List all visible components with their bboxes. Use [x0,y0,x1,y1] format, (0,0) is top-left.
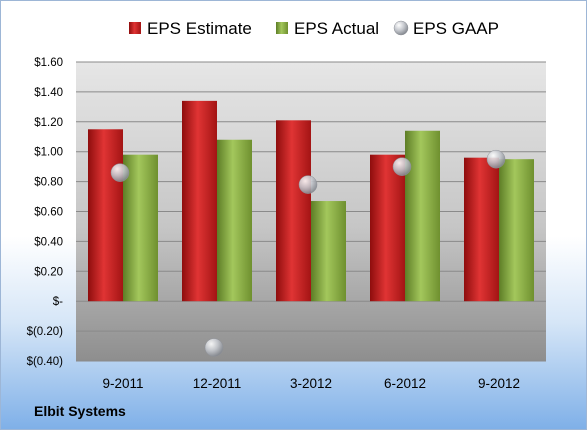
eps-gaap-point [110,163,130,182]
y-tick-label: $0.20 [34,266,63,278]
x-category-label: 9-2012 [478,376,520,391]
eps-gaap-point [392,157,412,176]
bars [88,100,534,302]
eps-gaap-point [298,175,318,194]
y-tick-label: $0.80 [34,177,63,189]
y-tick-label: $1.60 [34,57,63,69]
x-axis: 9-2011 12-2011 3-2012 6-2012 9-2012 [102,376,520,391]
eps-gaap-point [486,149,506,169]
legend-gaap-swatch [393,20,409,36]
x-category-label: 6-2012 [384,376,426,391]
eps-estimate-bar [464,157,499,302]
eps-actual-bar [405,130,440,302]
company-name: Elbit Systems [34,403,126,419]
y-tick-label: $0.40 [34,236,63,248]
legend-estimate-swatch [129,22,141,34]
y-tick-label: $1.40 [34,87,63,99]
legend-label: EPS Estimate [147,19,252,38]
y-tick-label: $(0.40) [27,356,64,368]
eps-estimate-bar [370,154,405,302]
eps-actual-bar [311,201,346,302]
x-category-label: 3-2012 [290,376,332,391]
eps-estimate-bar [276,120,311,302]
gaap-points [110,149,506,357]
y-tick-label: $1.20 [34,117,63,129]
x-category-label: 9-2011 [102,376,143,391]
eps-estimate-bar [88,129,123,302]
legend-label: EPS Actual [294,19,379,38]
y-axis: $1.60 $1.40 $1.20 $1.00 $0.80 $0.60 $0.40 $0.20… [27,57,64,368]
y-tick-label: $- [53,296,63,308]
y-tick-label: $(0.20) [27,326,64,338]
legend-label: EPS GAAP [413,19,499,38]
eps-actual-bar [123,154,158,302]
legend-actual-swatch [276,22,288,34]
eps-gaap-point [204,338,224,357]
eps-actual-bar [499,159,534,302]
eps-actual-bar [217,139,252,302]
legend: EPS Estimate EPS Actual EPS GAAP [129,19,499,38]
y-tick-label: $1.00 [34,147,63,159]
y-tick-label: $0.60 [34,207,63,219]
x-category-label: 12-2011 [193,376,242,391]
eps-estimate-bar [182,100,217,302]
